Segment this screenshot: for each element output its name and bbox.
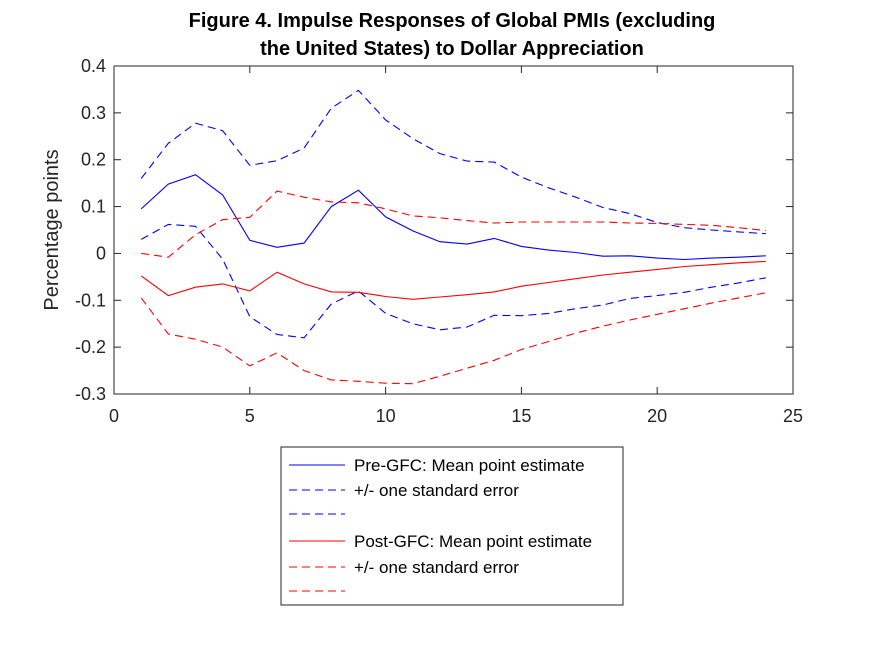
y-tick-label: 0.4 <box>81 56 106 76</box>
x-tick-label: 20 <box>647 406 667 426</box>
y-tick-label: 0.2 <box>81 150 106 170</box>
x-tick-label: 10 <box>376 406 396 426</box>
series-line-4 <box>141 190 766 258</box>
legend-label-3: Post-GFC: Mean point estimate <box>354 532 592 551</box>
chart-title-line1: Figure 4. Impulse Responses of Global PM… <box>189 10 716 32</box>
axis-ticks: 0 5 10 15 20 25 0.4 0.3 0.2 0.1 0 -0.1 -0.2 -0.3 <box>75 56 803 426</box>
series-line-3 <box>140 260 766 300</box>
series-line-2 <box>140 223 766 339</box>
y-tick-label: -0.3 <box>75 384 106 404</box>
legend-label-1: +/- one standard error <box>354 481 519 500</box>
y-axis-label: Percentage points <box>41 149 63 310</box>
series-layer <box>140 89 766 385</box>
y-tick-label: -0.2 <box>75 337 106 357</box>
y-tick-label: -0.1 <box>75 290 106 310</box>
y-tick-label: 0.1 <box>81 197 106 217</box>
legend-box <box>280 446 624 606</box>
plot-frame <box>113 65 794 395</box>
plot-area <box>113 65 794 395</box>
chart-title-line2: the United States) to Dollar Appreciatio… <box>260 38 644 60</box>
x-tick-label: 0 <box>109 406 119 426</box>
x-tick-label: 15 <box>511 406 531 426</box>
legend: Pre-GFC: Mean point estimate +/- one stan… <box>280 446 624 606</box>
series-line-0 <box>140 174 766 261</box>
series-line-5 <box>140 292 766 385</box>
legend-label-4: +/- one standard error <box>354 558 519 577</box>
y-tick-label: 0 <box>96 243 106 263</box>
x-tick-label: 5 <box>245 406 255 426</box>
legend-label-0: Pre-GFC: Mean point estimate <box>354 456 585 475</box>
y-tick-label: 0.3 <box>81 103 106 123</box>
x-tick-label: 25 <box>783 406 803 426</box>
